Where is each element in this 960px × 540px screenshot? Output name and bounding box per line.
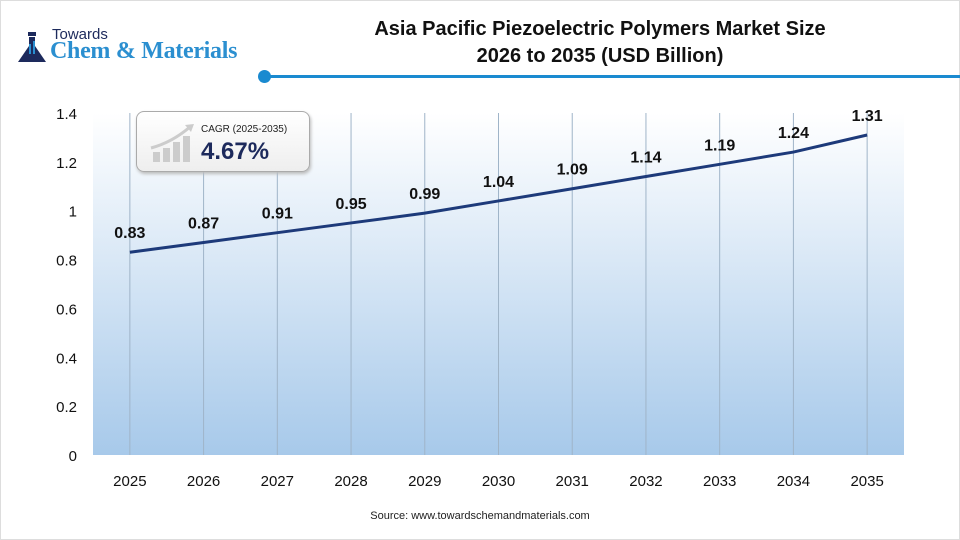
x-tick-label: 2029 [408,473,441,490]
x-tick-label: 2035 [850,473,883,490]
x-tick-label: 2027 [261,473,294,490]
x-tick-label: 2028 [334,473,367,490]
x-tick-label: 2030 [482,473,515,490]
data-label: 0.87 [188,215,219,232]
title-rule-dot [258,70,271,83]
y-tick-label: 0.8 [56,253,77,270]
title-line2: 2026 to 2035 (USD Billion) [476,45,724,67]
data-label: 0.99 [409,186,440,203]
data-label: 1.04 [483,174,514,191]
x-tick-label: 2031 [556,473,589,490]
x-tick-label: 2032 [629,473,662,490]
title-rule [266,75,960,78]
y-tick-label: 1.4 [56,106,77,123]
data-label: 1.14 [630,150,661,167]
data-label: 0.83 [114,225,145,242]
logo-line1: Towards [52,26,108,43]
x-tick-label: 2026 [187,473,220,490]
cagr-value: 4.67% [201,138,270,165]
logo-line2: Chem & Materials [50,38,238,64]
x-tick-label: 2034 [777,473,810,490]
y-tick-label: 0.4 [56,350,77,367]
data-label: 1.19 [704,137,735,154]
x-tick-label: 2033 [703,473,736,490]
cagr-label: CAGR (2025-2035) [201,124,288,135]
y-tick-label: 0.2 [56,399,77,416]
y-tick-label: 0.6 [56,301,77,318]
series-line [129,133,868,254]
source-note: Source: www.towardschemandmaterials.com [370,510,590,522]
x-tick-label: 2025 [113,473,146,490]
data-label: 0.91 [262,206,293,223]
y-tick-label: 1 [69,204,77,221]
flask-logo-icon [18,32,46,62]
data-label: 1.24 [778,125,809,142]
data-label: 1.31 [852,108,883,125]
rising-bar-chart-icon [150,124,194,162]
title-line1: Asia Pacific Piezoelectric Polymers Mark… [374,18,826,40]
y-tick-label: 0 [69,448,77,465]
chart-title: Asia Pacific Piezoelectric Polymers Mark… [320,16,880,70]
data-label: 1.09 [557,162,588,179]
cagr-box: CAGR (2025-2035) 4.67% [136,111,310,172]
data-label: 0.95 [335,196,366,213]
y-tick-label: 1.2 [56,155,77,172]
